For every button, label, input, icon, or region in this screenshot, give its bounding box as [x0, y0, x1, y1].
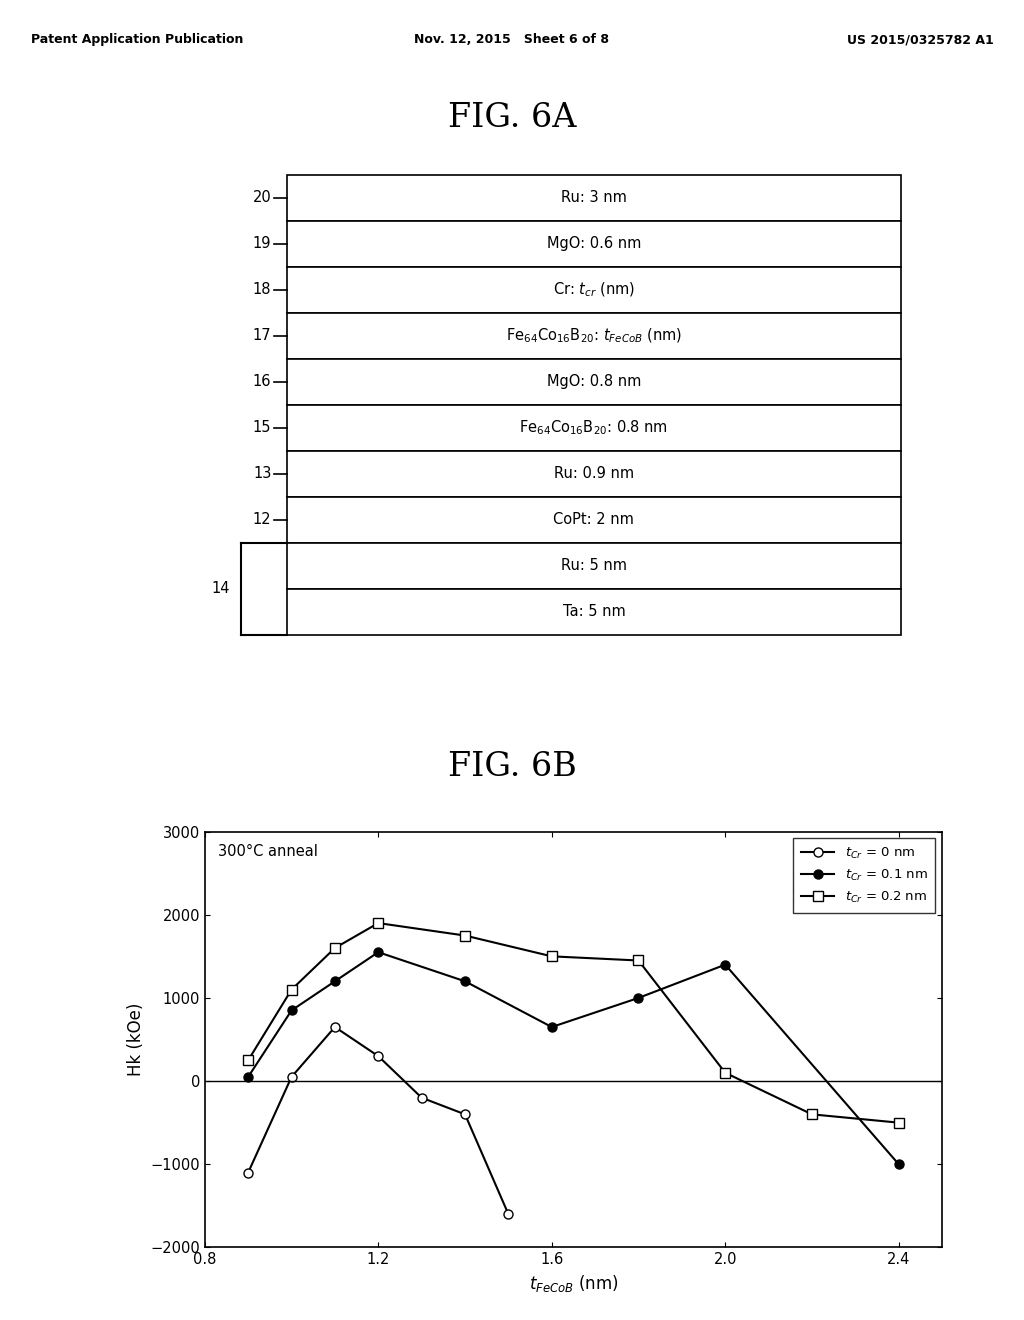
- Bar: [287, 496, 901, 543]
- $t_{Cr}$ = 0.2 nm: [719, 1065, 731, 1081]
- Text: FIG. 6A: FIG. 6A: [447, 102, 577, 135]
- $t_{Cr}$ = 0.2 nm: [806, 1106, 818, 1122]
- $t_{Cr}$ = 0.1 nm: [372, 944, 384, 960]
- $t_{Cr}$ = 0.1 nm: [719, 957, 731, 973]
- Text: Ru: 3 nm: Ru: 3 nm: [561, 190, 627, 205]
- Text: 15: 15: [253, 420, 271, 436]
- Text: Fe$_{64}$Co$_{16}$B$_{20}$: 0.8 nm: Fe$_{64}$Co$_{16}$B$_{20}$: 0.8 nm: [519, 418, 669, 437]
- $t_{Cr}$ = 0 nm: [242, 1164, 254, 1180]
- Bar: [287, 313, 901, 359]
- $t_{Cr}$ = 0 nm: [459, 1106, 471, 1122]
- $t_{Cr}$ = 0.1 nm: [459, 973, 471, 989]
- Text: FIG. 6B: FIG. 6B: [447, 751, 577, 783]
- Text: Cr: $t_{cr}$ (nm): Cr: $t_{cr}$ (nm): [553, 280, 635, 298]
- $t_{Cr}$ = 0.1 nm: [329, 973, 341, 989]
- Bar: [287, 267, 901, 313]
- Text: Fe$_{64}$Co$_{16}$B$_{20}$: $t_{FeCoB}$ (nm): Fe$_{64}$Co$_{16}$B$_{20}$: $t_{FeCoB}$ …: [506, 326, 682, 345]
- Text: 20: 20: [253, 190, 271, 205]
- Text: Ru: 5 nm: Ru: 5 nm: [561, 558, 627, 573]
- Text: Ta: 5 nm: Ta: 5 nm: [562, 605, 626, 619]
- Text: MgO: 0.6 nm: MgO: 0.6 nm: [547, 236, 641, 251]
- $t_{Cr}$ = 0.1 nm: [893, 1156, 905, 1172]
- Bar: [287, 450, 901, 496]
- Y-axis label: Hk (kOe): Hk (kOe): [127, 1003, 144, 1076]
- Text: 13: 13: [253, 466, 271, 482]
- Line: $t_{Cr}$ = 0 nm: $t_{Cr}$ = 0 nm: [244, 1023, 513, 1218]
- $t_{Cr}$ = 0.1 nm: [546, 1019, 558, 1035]
- $t_{Cr}$ = 0.1 nm: [286, 1002, 298, 1018]
- Bar: [287, 589, 901, 635]
- Text: Patent Application Publication: Patent Application Publication: [31, 33, 243, 46]
- $t_{Cr}$ = 0 nm: [372, 1048, 384, 1064]
- Text: Ru: 0.9 nm: Ru: 0.9 nm: [554, 466, 634, 482]
- X-axis label: $t_{FeCoB}$ (nm): $t_{FeCoB}$ (nm): [528, 1272, 618, 1294]
- Text: 12: 12: [253, 512, 271, 527]
- Text: Nov. 12, 2015   Sheet 6 of 8: Nov. 12, 2015 Sheet 6 of 8: [415, 33, 609, 46]
- $t_{Cr}$ = 0.2 nm: [546, 948, 558, 964]
- Line: $t_{Cr}$ = 0.1 nm: $t_{Cr}$ = 0.1 nm: [244, 948, 903, 1168]
- Legend: $t_{Cr}$ = 0 nm, $t_{Cr}$ = 0.1 nm, $t_{Cr}$ = 0.2 nm: $t_{Cr}$ = 0 nm, $t_{Cr}$ = 0.1 nm, $t_{…: [794, 838, 936, 912]
- $t_{Cr}$ = 0 nm: [286, 1069, 298, 1085]
- $t_{Cr}$ = 0.2 nm: [286, 982, 298, 998]
- Text: CoPt: 2 nm: CoPt: 2 nm: [554, 512, 634, 527]
- Bar: [287, 220, 901, 267]
- Text: 16: 16: [253, 374, 271, 389]
- $t_{Cr}$ = 0.2 nm: [633, 953, 645, 969]
- Bar: [287, 543, 901, 589]
- $t_{Cr}$ = 0.1 nm: [633, 990, 645, 1006]
- Text: 19: 19: [253, 236, 271, 251]
- $t_{Cr}$ = 0.2 nm: [459, 928, 471, 944]
- $t_{Cr}$ = 0 nm: [502, 1206, 514, 1222]
- Text: US 2015/0325782 A1: US 2015/0325782 A1: [847, 33, 993, 46]
- Bar: [287, 405, 901, 450]
- Bar: [287, 174, 901, 220]
- Text: 17: 17: [253, 329, 271, 343]
- Text: 300°C anneal: 300°C anneal: [218, 843, 317, 859]
- $t_{Cr}$ = 0 nm: [329, 1019, 341, 1035]
- $t_{Cr}$ = 0.2 nm: [372, 915, 384, 931]
- Text: 14: 14: [212, 581, 230, 597]
- Text: MgO: 0.8 nm: MgO: 0.8 nm: [547, 374, 641, 389]
- Bar: [287, 359, 901, 405]
- $t_{Cr}$ = 0.2 nm: [242, 1052, 254, 1068]
- $t_{Cr}$ = 0.2 nm: [893, 1114, 905, 1130]
- $t_{Cr}$ = 0.2 nm: [329, 940, 341, 956]
- $t_{Cr}$ = 0 nm: [416, 1090, 428, 1106]
- Text: 18: 18: [253, 282, 271, 297]
- $t_{Cr}$ = 0.1 nm: [242, 1069, 254, 1085]
- Line: $t_{Cr}$ = 0.2 nm: $t_{Cr}$ = 0.2 nm: [244, 919, 903, 1127]
